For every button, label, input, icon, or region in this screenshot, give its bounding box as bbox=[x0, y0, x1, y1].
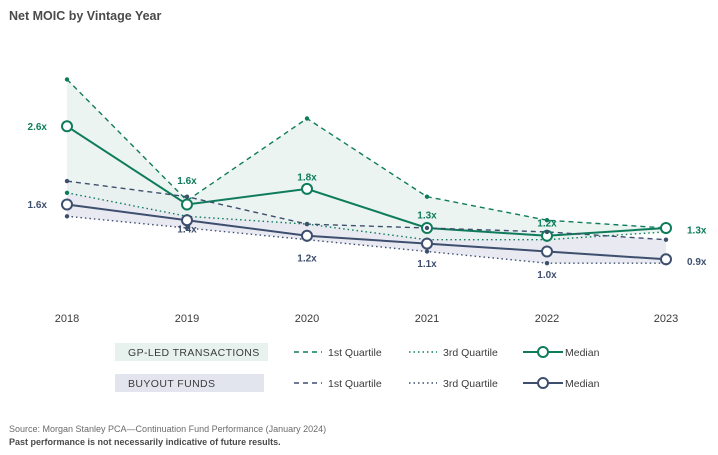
buyout-q3-point bbox=[424, 249, 430, 254]
buyout-median-label: 1.2x bbox=[297, 253, 317, 264]
gp-led-median-label: 1.3x bbox=[687, 226, 707, 237]
buyout-q3-point bbox=[184, 225, 190, 231]
gp-led-median-label: 1.3x bbox=[417, 211, 437, 222]
buyout-q1-point bbox=[64, 178, 70, 184]
gp-led-q3-point bbox=[64, 190, 70, 195]
gp-led-median-label: 2.6x bbox=[28, 122, 48, 133]
buyout-q1-point bbox=[184, 194, 190, 199]
buyout-legend-label-bg bbox=[115, 374, 264, 392]
buyout-median-line bbox=[66, 203, 667, 261]
gp-led-legend-item-label: 1st Quartile bbox=[328, 347, 382, 359]
x-tick-label: 2020 bbox=[295, 313, 319, 325]
buyout-legend-group-label: BUYOUT FUNDS bbox=[128, 378, 215, 390]
buyout-median-point bbox=[660, 253, 672, 266]
buyout-1st-quartile-line bbox=[66, 180, 667, 241]
buyout-median-label: 1.4x bbox=[177, 225, 197, 236]
gp-led-q1-point bbox=[424, 194, 430, 199]
buyout-q3-point bbox=[64, 214, 70, 219]
gp-led-q1-point bbox=[544, 218, 550, 223]
gp-led-q1-point bbox=[64, 77, 70, 82]
gp-led-median-label: 1.2x bbox=[537, 218, 557, 229]
x-tick-label: 2023 bbox=[654, 313, 678, 325]
gp-led-legend-group-label: GP-LED TRANSACTIONS bbox=[128, 347, 260, 359]
gp-led-q1-point bbox=[304, 116, 310, 121]
buyout-median-point bbox=[421, 237, 433, 250]
buyout-median-label: 1.1x bbox=[417, 259, 437, 270]
gp-led-legend-swatch-marker bbox=[537, 346, 549, 358]
buyout-q1-point bbox=[424, 225, 430, 231]
buyout-q1-point bbox=[544, 229, 550, 235]
buyout-legend-swatch-marker bbox=[537, 377, 549, 389]
gp-led-median-point bbox=[181, 198, 193, 211]
gp-led-median-point bbox=[61, 120, 73, 133]
buyout-median-label: 1.0x bbox=[537, 270, 557, 281]
gp-led-median-line bbox=[66, 125, 667, 237]
x-tick-label: 2022 bbox=[535, 313, 559, 325]
chart-title: Net MOIC by Vintage Year bbox=[9, 9, 162, 23]
buyout-median-label: 1.6x bbox=[28, 200, 48, 211]
buyout-q1-point bbox=[304, 221, 310, 227]
buyout-median-point bbox=[541, 245, 553, 258]
source-note: Source: Morgan Stanley PCA—Continuation … bbox=[9, 424, 327, 434]
buyout-legend-item-label: Median bbox=[565, 378, 600, 390]
gp-led-median-label: 1.6x bbox=[177, 176, 197, 187]
gp-led-legend-label-bg bbox=[115, 343, 268, 361]
x-tick-label: 2018 bbox=[55, 313, 79, 325]
buyout-legend-item-label: 3rd Quartile bbox=[443, 378, 498, 390]
gp-led-legend-item-label: 3rd Quartile bbox=[443, 347, 498, 359]
band-buyout bbox=[67, 181, 666, 264]
disclaimer-note: Past performance is not necessarily indi… bbox=[9, 437, 281, 447]
buyout-q3-point bbox=[544, 261, 550, 266]
buyout-3rd-quartile-line bbox=[66, 215, 666, 264]
gp-led-median-point bbox=[301, 182, 313, 195]
gp-led-1st-quartile-line bbox=[66, 78, 667, 229]
buyout-median-point bbox=[181, 214, 193, 227]
buyout-median-label: 0.9x bbox=[687, 257, 707, 268]
gp-led-median-point bbox=[660, 222, 672, 234]
buyout-q1-point bbox=[663, 237, 669, 242]
x-tick-label: 2019 bbox=[175, 313, 199, 325]
buyout-median-point bbox=[61, 198, 73, 211]
x-tick-label: 2021 bbox=[415, 313, 439, 325]
buyout-median-point bbox=[301, 229, 313, 242]
gp-led-median-label: 1.8x bbox=[297, 172, 317, 183]
buyout-legend-item-label: 1st Quartile bbox=[328, 378, 382, 390]
gp-led-legend-item-label: Median bbox=[565, 347, 600, 359]
